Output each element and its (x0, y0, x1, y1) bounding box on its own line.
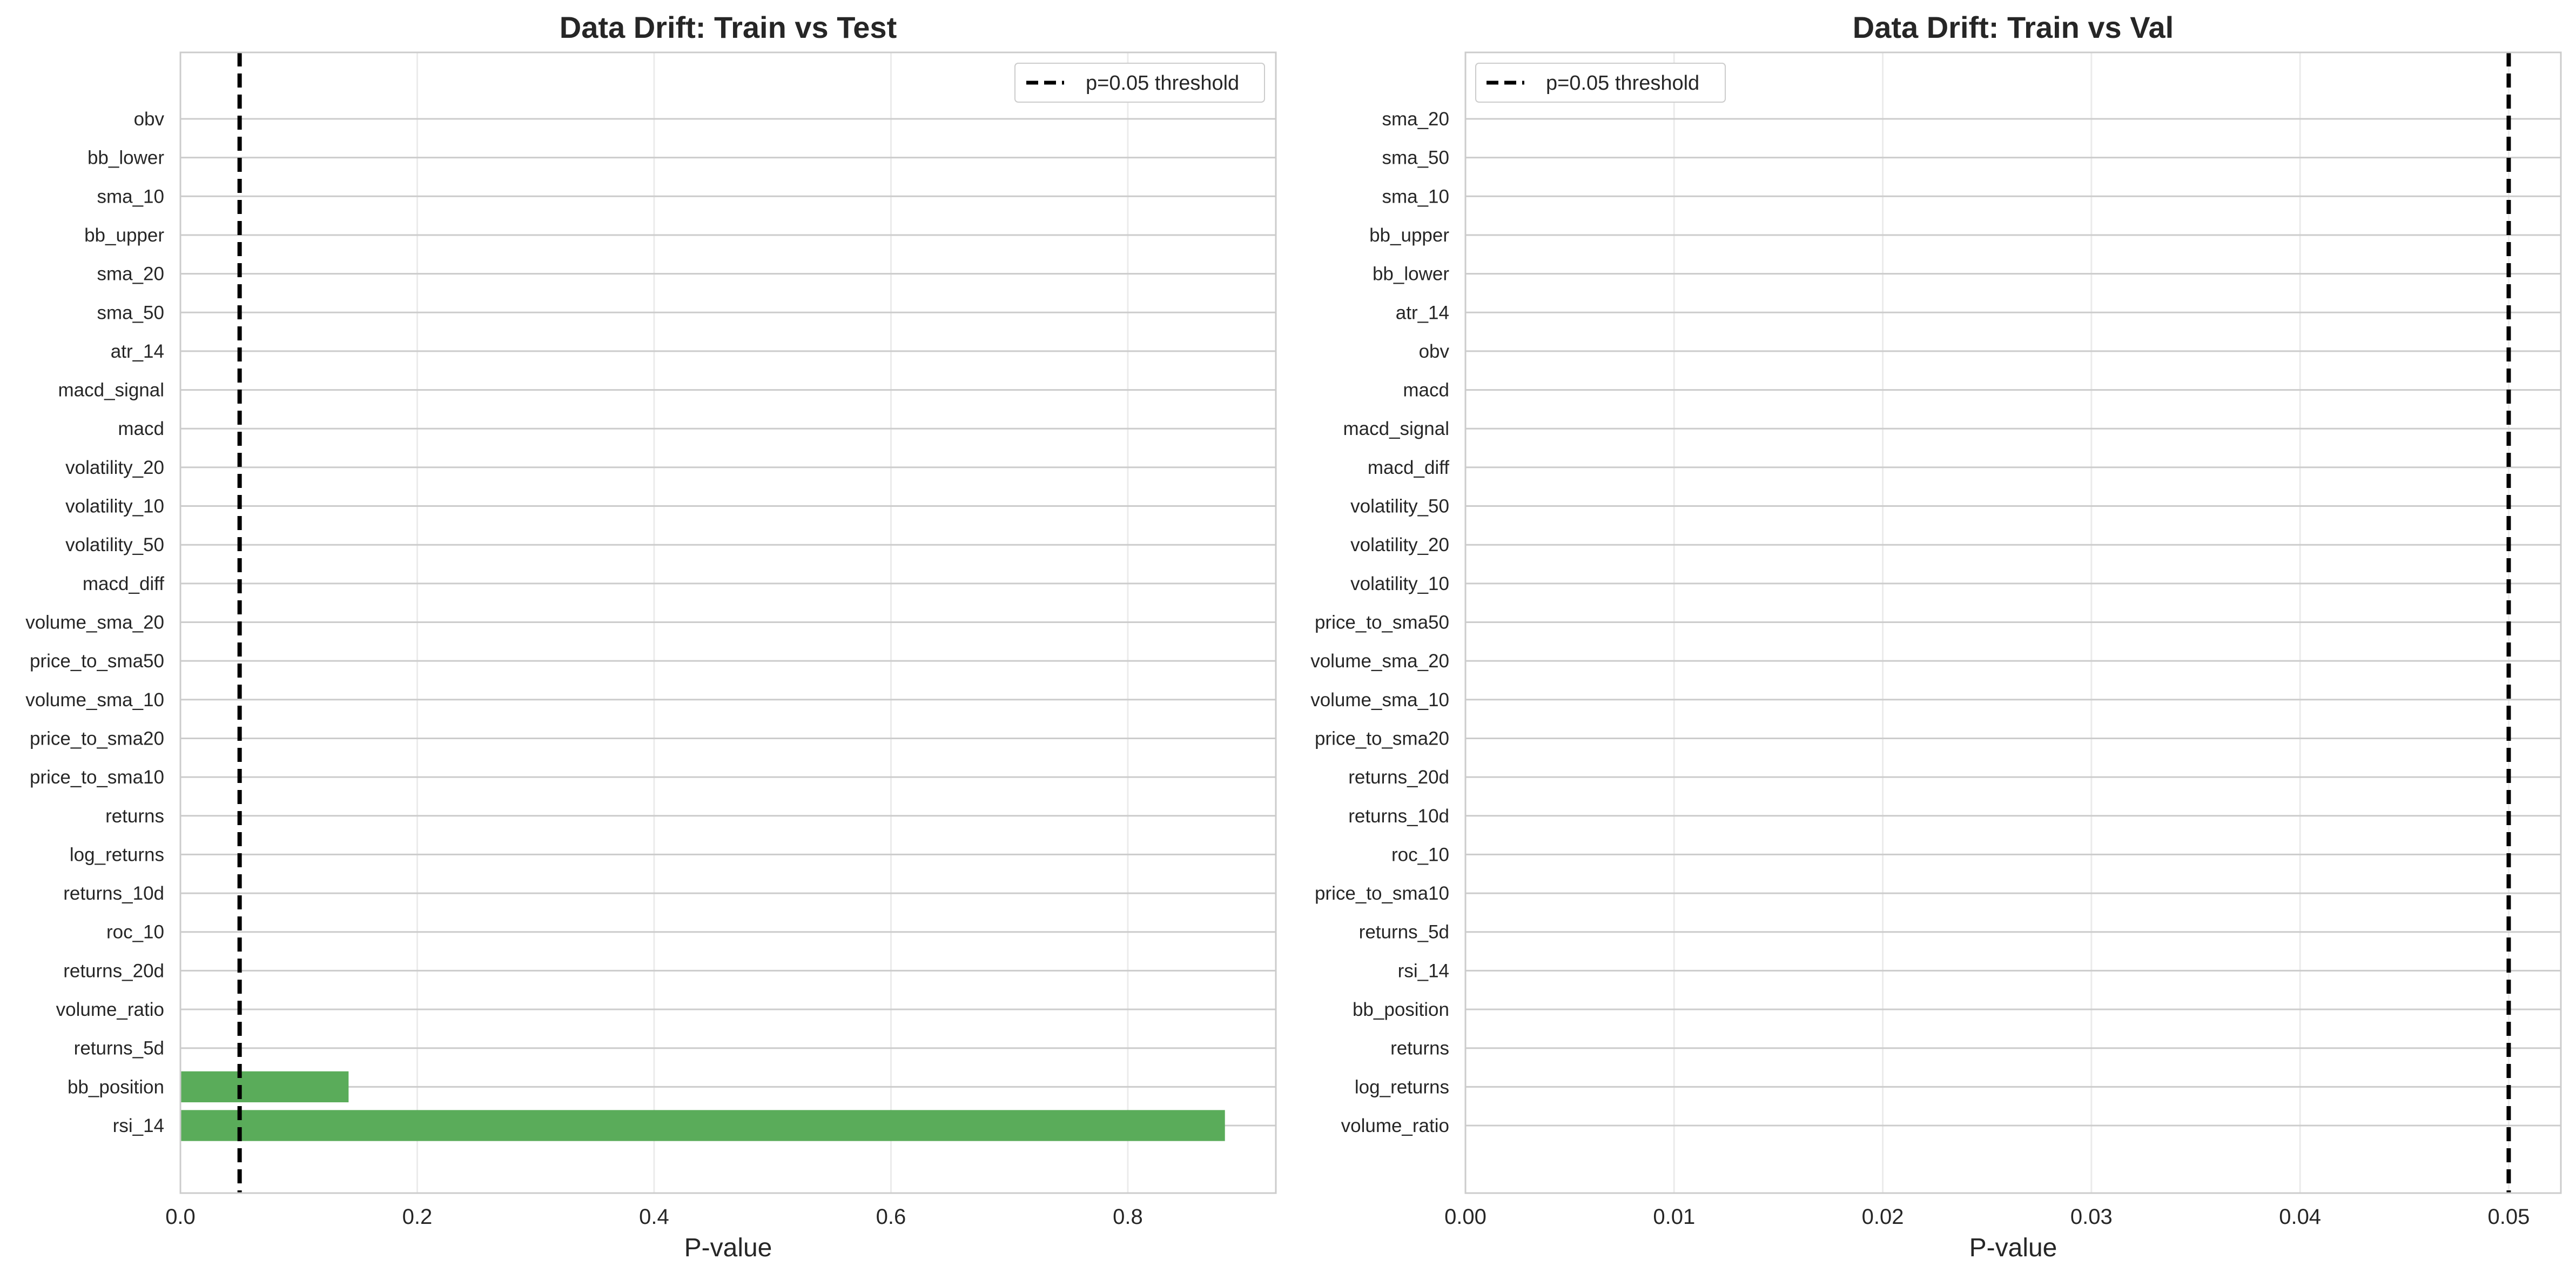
x-tick-label: 0.6 (876, 1205, 906, 1229)
y-tick-label: returns_10d (63, 883, 164, 904)
y-tick-label: returns (1390, 1038, 1449, 1059)
y-tick-label: price_to_sma10 (1315, 883, 1449, 904)
x-axis-label: P-value (684, 1234, 772, 1262)
y-tick-label: volatility_50 (65, 534, 164, 555)
y-tick-label: volatility_50 (1350, 496, 1449, 517)
bar-bb-position (180, 1071, 349, 1103)
y-tick-label: roc_10 (1391, 844, 1449, 865)
y-tick-label: price_to_sma20 (30, 728, 164, 749)
y-tick-label: macd (1403, 380, 1449, 401)
y-tick-label: volume_sma_20 (1310, 651, 1449, 672)
y-tick-label: price_to_sma50 (30, 651, 164, 672)
y-tick-label: atr_14 (111, 341, 164, 362)
chart-title: Data Drift: Train vs Val (1853, 10, 2174, 44)
y-tick-label: atr_14 (1396, 302, 1449, 323)
legend-frame (1014, 63, 1265, 103)
y-tick-label: volatility_20 (1350, 534, 1449, 555)
y-tick-label: rsi_14 (113, 1115, 164, 1136)
y-tick-label: bb_lower (88, 148, 164, 169)
chart-panel-train-vs-val: Data Drift: Train vs Val P-value sma_20s… (1310, 10, 2562, 1262)
y-tick-label: sma_20 (1382, 109, 1449, 130)
legend-threshold-label: p=0.05 threshold (1086, 72, 1239, 95)
y-tick-label: returns_5d (1359, 922, 1449, 943)
y-tick-label: returns_5d (74, 1038, 164, 1059)
x-tick-label: 0.8 (1113, 1205, 1143, 1229)
y-tick-label: roc_10 (106, 922, 164, 943)
y-tick-label: volatility_10 (1350, 573, 1449, 594)
y-tick-label: log_returns (1355, 1076, 1449, 1097)
threshold-legend: p=0.05 threshold (1475, 63, 1726, 103)
axes-frame (1464, 51, 2562, 1194)
y-tick-label: sma_50 (97, 302, 164, 323)
y-tick-label: bb_upper (1369, 225, 1449, 246)
chart-panel-train-vs-test: Data Drift: Train vs Test P-value obv bb_… (25, 10, 1277, 1262)
y-tick-label: returns_20d (1348, 767, 1449, 788)
y-tick-label: price_to_sma20 (1315, 728, 1449, 749)
threshold-legend: p=0.05 threshold (1014, 63, 1265, 103)
y-tick-label: sma_10 (1382, 186, 1449, 207)
y-tick-label: volatility_20 (65, 457, 164, 478)
x-axis-label: P-value (1969, 1234, 2057, 1262)
chart-title: Data Drift: Train vs Test (560, 10, 897, 44)
y-tick-label: volume_ratio (1341, 1115, 1449, 1136)
y-tick-label: bb_upper (84, 225, 164, 246)
x-tick-label: 0.02 (1862, 1205, 1904, 1229)
legend-frame (1475, 63, 1726, 103)
y-tick-label: volume_sma_10 (25, 689, 164, 711)
y-tick-label: returns (105, 806, 164, 827)
x-tick-label: 0.2 (402, 1205, 433, 1229)
x-tick-label: 0.01 (1653, 1205, 1695, 1229)
axes-frame (179, 51, 1277, 1194)
bar-rsi-14 (180, 1110, 1225, 1141)
y-tick-label: volume_sma_20 (25, 612, 164, 633)
y-tick-label: macd (118, 418, 164, 439)
y-tick-label: bb_position (68, 1076, 164, 1097)
y-tick-label: macd_signal (58, 380, 165, 401)
x-tick-label: 0.00 (1444, 1205, 1487, 1229)
y-tick-label: rsi_14 (1398, 960, 1449, 981)
y-tick-label: volume_sma_10 (1310, 689, 1449, 711)
y-tick-label: sma_50 (1382, 148, 1449, 169)
x-tick-label: 0.03 (2070, 1205, 2113, 1229)
y-tick-label: bb_position (1353, 999, 1449, 1020)
y-tick-label: macd_diff (1368, 457, 1449, 478)
y-tick-label: sma_10 (97, 186, 164, 207)
x-tick-label: 0.0 (165, 1205, 196, 1229)
y-tick-label: log_returns (70, 844, 164, 865)
y-tick-label: price_to_sma10 (30, 767, 164, 788)
x-tick-label: 0.4 (639, 1205, 669, 1229)
y-tick-label: macd_signal (1343, 418, 1450, 439)
y-tick-label: macd_diff (83, 573, 164, 594)
y-tick-label: sma_20 (97, 264, 164, 285)
x-tick-label: 0.05 (2487, 1205, 2530, 1229)
y-tick-label: obv (1419, 341, 1450, 362)
y-tick-label: returns_10d (1348, 806, 1449, 827)
y-tick-label: bb_lower (1373, 264, 1449, 285)
y-tick-label: returns_20d (63, 960, 164, 981)
y-tick-label: volatility_10 (65, 496, 164, 517)
x-tick-label: 0.04 (2279, 1205, 2321, 1229)
legend-threshold-label: p=0.05 threshold (1546, 72, 1699, 95)
y-tick-label: price_to_sma50 (1315, 612, 1449, 633)
y-tick-label: obv (134, 109, 165, 130)
y-tick-label: volume_ratio (56, 999, 164, 1020)
